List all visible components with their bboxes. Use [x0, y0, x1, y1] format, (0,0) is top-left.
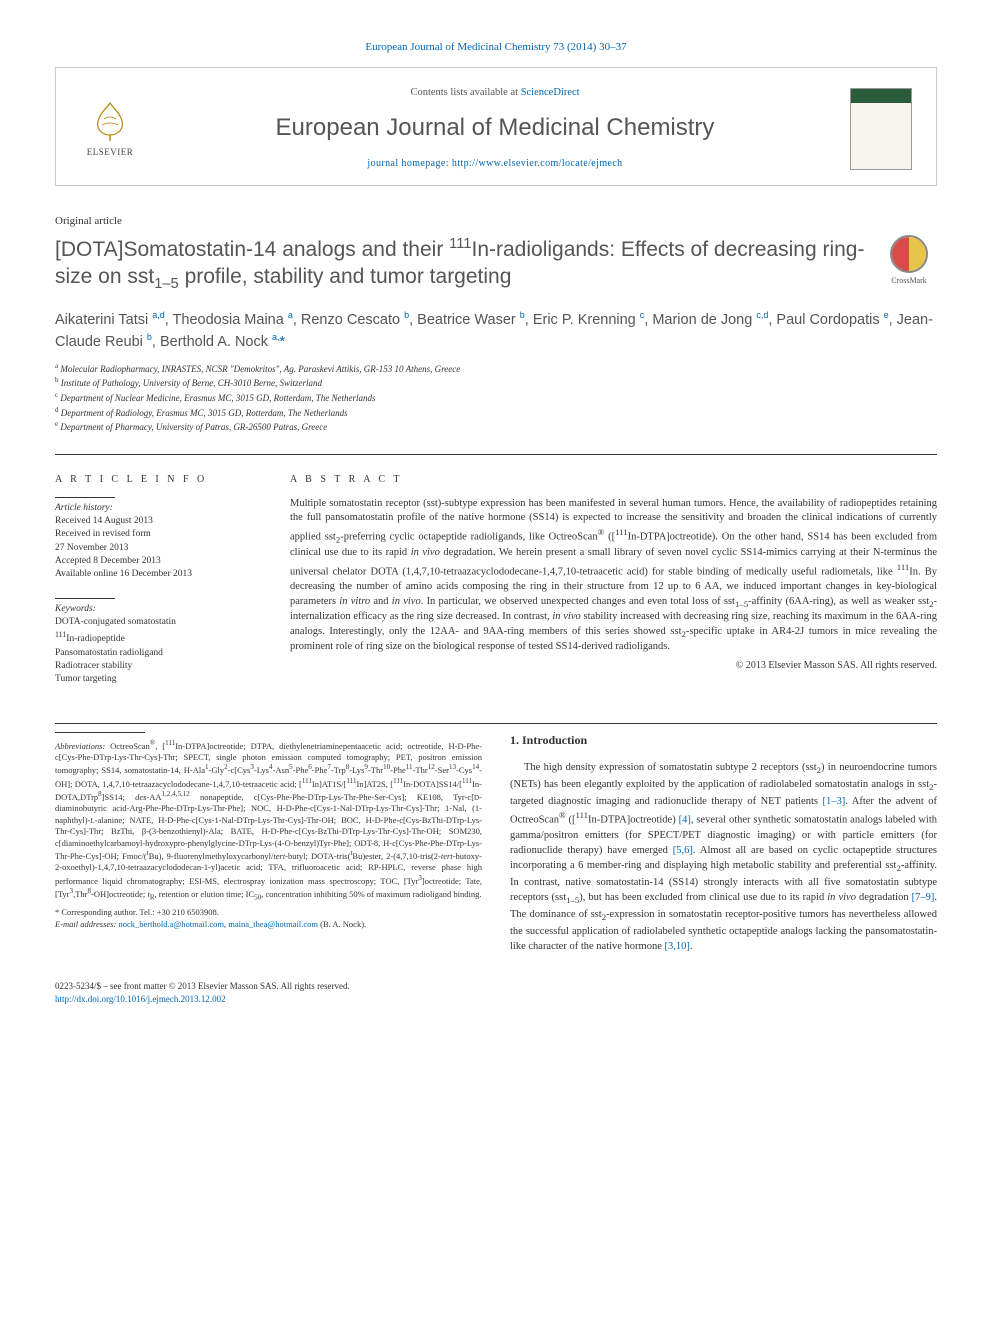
affiliation-line: e Department of Pharmacy, University of … — [55, 420, 937, 434]
info-divider — [55, 598, 115, 599]
elsevier-logo: ELSEVIER — [80, 94, 140, 164]
abstract-text: Multiple somatostatin receptor (sst)-sub… — [290, 497, 937, 655]
sciencedirect-link[interactable]: ScienceDirect — [521, 87, 580, 98]
citation-line: European Journal of Medicinal Chemistry … — [55, 40, 937, 55]
keyword-line: Radiotracer stability — [55, 660, 260, 673]
keyword-line: DOTA-conjugated somatostatin — [55, 616, 260, 629]
elsevier-tree-icon — [88, 99, 132, 143]
contents-prefix: Contents lists available at — [410, 87, 520, 98]
history-line: Available online 16 December 2013 — [55, 568, 260, 581]
abbreviations-footnote: Abbreviations: OctreoScan®, [111In-DTPA]… — [55, 739, 482, 904]
affiliation-line: c Department of Nuclear Medicine, Erasmu… — [55, 391, 937, 405]
history-line: Received 14 August 2013 — [55, 515, 260, 528]
divider — [55, 454, 937, 455]
article-info-column: A R T I C L E I N F O Article history: R… — [55, 473, 260, 703]
page-footer: 0223-5234/$ – see front matter © 2013 El… — [55, 980, 937, 1005]
journal-cover-thumbnail — [850, 88, 912, 170]
introduction-text: The high density expression of somatosta… — [510, 760, 937, 954]
history-line: 27 November 2013 — [55, 542, 260, 555]
abstract-heading: A B S T R A C T — [290, 473, 937, 487]
info-divider — [55, 497, 115, 498]
front-matter-line: 0223-5234/$ – see front matter © 2013 El… — [55, 980, 937, 993]
article-history: Article history: Received 14 August 2013… — [55, 502, 260, 582]
email-label: E-mail addresses: — [55, 919, 116, 929]
corresponding-label: * Corresponding author. Tel.: +30 210 65… — [55, 907, 482, 918]
homepage-prefix: journal homepage: — [367, 158, 451, 169]
footnote-divider — [55, 732, 145, 733]
introduction-heading: 1. Introduction — [510, 732, 937, 749]
contents-available-line: Contents lists available at ScienceDirec… — [160, 86, 830, 101]
author-list: Aikaterini Tatsi a,d, Theodosia Maina a,… — [55, 309, 937, 354]
divider — [55, 723, 937, 724]
abstract-column: A B S T R A C T Multiple somatostatin re… — [290, 473, 937, 703]
history-line: Accepted 8 December 2013 — [55, 555, 260, 568]
footnotes-column: Abbreviations: OctreoScan®, [111In-DTPA]… — [55, 732, 482, 955]
introduction-column: 1. Introduction The high density express… — [510, 732, 937, 955]
affiliation-line: d Department of Radiology, Erasmus MC, 3… — [55, 406, 937, 420]
keyword-line: 111In-radiopeptide — [55, 629, 260, 646]
history-label: Article history: — [55, 502, 260, 515]
corresponding-emails: nock_berthold.a@hotmail.com, maina_thea@… — [118, 919, 366, 929]
journal-header: ELSEVIER Contents lists available at Sci… — [55, 67, 937, 185]
keyword-line: Tumor targeting — [55, 673, 260, 686]
crossmark-icon — [890, 235, 928, 273]
homepage-url[interactable]: http://www.elsevier.com/locate/ejmech — [452, 158, 623, 169]
journal-homepage: journal homepage: http://www.elsevier.co… — [160, 157, 830, 171]
affiliations: a Molecular Radiopharmacy, INRASTES, NCS… — [55, 362, 937, 434]
abstract-copyright: © 2013 Elsevier Masson SAS. All rights r… — [290, 659, 937, 673]
keyword-line: Pansomatostatin radioligand — [55, 647, 260, 660]
crossmark-label: CrossMark — [891, 275, 927, 286]
article-type: Original article — [55, 214, 937, 229]
affiliation-line: b Institute of Pathology, University of … — [55, 376, 937, 390]
article-info-heading: A R T I C L E I N F O — [55, 473, 260, 487]
crossmark-badge[interactable]: CrossMark — [881, 235, 937, 286]
corresponding-author: * Corresponding author. Tel.: +30 210 65… — [55, 907, 482, 930]
affiliation-line: a Molecular Radiopharmacy, INRASTES, NCS… — [55, 362, 937, 376]
keywords-label: Keywords: — [55, 603, 260, 616]
history-line: Received in revised form — [55, 528, 260, 541]
journal-name: European Journal of Medicinal Chemistry — [160, 111, 830, 145]
keywords-block: Keywords: DOTA-conjugated somatostatin11… — [55, 603, 260, 687]
article-title: [DOTA]Somatostatin-14 analogs and their … — [55, 235, 869, 295]
publisher-name: ELSEVIER — [87, 146, 134, 159]
doi-link[interactable]: http://dx.doi.org/10.1016/j.ejmech.2013.… — [55, 994, 226, 1004]
